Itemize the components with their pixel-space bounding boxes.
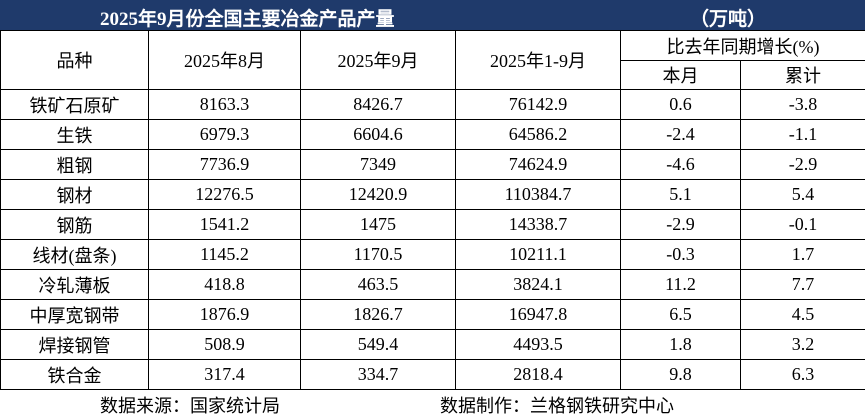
value-cell: 4.5 <box>741 300 865 330</box>
product-cell: 粗钢 <box>1 150 149 180</box>
value-cell: 1475 <box>301 210 456 240</box>
value-cell: 6604.6 <box>301 120 456 150</box>
value-cell: 6.5 <box>621 300 741 330</box>
footer: 数据来源：国家统计局 数据制作：兰格钢铁研究中心 <box>0 389 865 416</box>
data-table: 品种 2025年8月 2025年9月 2025年1-9月 比去年同期增长(%) … <box>0 30 865 390</box>
product-cell: 钢材 <box>1 180 149 210</box>
value-cell: 463.5 <box>301 270 456 300</box>
value-cell: 1541.2 <box>149 210 301 240</box>
value-cell: 1826.7 <box>301 300 456 330</box>
value-cell: 3824.1 <box>456 270 621 300</box>
value-cell: -1.1 <box>741 120 865 150</box>
product-cell: 铁合金 <box>1 360 149 390</box>
value-cell: 1.7 <box>741 240 865 270</box>
value-cell: 12276.5 <box>149 180 301 210</box>
value-cell: -4.6 <box>621 150 741 180</box>
value-cell: -2.4 <box>621 120 741 150</box>
value-cell: 1170.5 <box>301 240 456 270</box>
header-cell: 2025年8月 <box>149 31 301 90</box>
value-cell: 9.8 <box>621 360 741 390</box>
value-cell: -2.9 <box>741 150 865 180</box>
value-cell: 7736.9 <box>149 150 301 180</box>
value-cell: 317.4 <box>149 360 301 390</box>
title: 2025年9月份全国主要冶金产品产量 <box>100 4 395 31</box>
product-cell: 铁矿石原矿 <box>1 90 149 120</box>
unit: （万吨） <box>690 4 766 31</box>
product-cell: 焊接钢管 <box>1 330 149 360</box>
header-row: 品种 2025年8月 2025年9月 2025年1-9月 比去年同期增长(%) <box>1 31 865 61</box>
value-cell: 5.4 <box>741 180 865 210</box>
value-cell: 418.8 <box>149 270 301 300</box>
header-cell: 比去年同期增长(%) <box>621 31 865 61</box>
value-cell: 6.3 <box>741 360 865 390</box>
value-cell: 11.2 <box>621 270 741 300</box>
value-cell: 8426.7 <box>301 90 456 120</box>
source: 数据来源：国家统计局 <box>100 392 280 418</box>
header-cell: 品种 <box>1 31 149 90</box>
value-cell: 6979.3 <box>149 120 301 150</box>
value-cell: 76142.9 <box>456 90 621 120</box>
value-cell: -0.1 <box>741 210 865 240</box>
value-cell: 1876.9 <box>149 300 301 330</box>
title-bar: 2025年9月份全国主要冶金产品产量 （万吨） <box>0 0 865 30</box>
value-cell: 3.2 <box>741 330 865 360</box>
value-cell: 0.6 <box>621 90 741 120</box>
value-cell: 8163.3 <box>149 90 301 120</box>
value-cell: -0.3 <box>621 240 741 270</box>
header-cell: 2025年1-9月 <box>456 31 621 90</box>
value-cell: 12420.9 <box>301 180 456 210</box>
subheader-cell: 累计 <box>741 61 865 90</box>
value-cell: 110384.7 <box>456 180 621 210</box>
product-cell: 生铁 <box>1 120 149 150</box>
value-cell: 10211.1 <box>456 240 621 270</box>
product-cell: 中厚宽钢带 <box>1 300 149 330</box>
value-cell: 74624.9 <box>456 150 621 180</box>
value-cell: 7349 <box>301 150 456 180</box>
value-cell: 14338.7 <box>456 210 621 240</box>
value-cell: 5.1 <box>621 180 741 210</box>
product-cell: 钢筋 <box>1 210 149 240</box>
maker: 数据制作：兰格钢铁研究中心 <box>440 392 674 418</box>
value-cell: 334.7 <box>301 360 456 390</box>
value-cell: 4493.5 <box>456 330 621 360</box>
header-cell: 2025年9月 <box>301 31 456 90</box>
value-cell: 508.9 <box>149 330 301 360</box>
product-cell: 线材(盘条) <box>1 240 149 270</box>
product-cell: 冷轧薄板 <box>1 270 149 300</box>
value-cell: -3.8 <box>741 90 865 120</box>
value-cell: 1145.2 <box>149 240 301 270</box>
value-cell: 2818.4 <box>456 360 621 390</box>
value-cell: 64586.2 <box>456 120 621 150</box>
value-cell: 1.8 <box>621 330 741 360</box>
subheader-cell: 本月 <box>621 61 741 90</box>
value-cell: 549.4 <box>301 330 456 360</box>
value-cell: 7.7 <box>741 270 865 300</box>
value-cell: -2.9 <box>621 210 741 240</box>
value-cell: 16947.8 <box>456 300 621 330</box>
